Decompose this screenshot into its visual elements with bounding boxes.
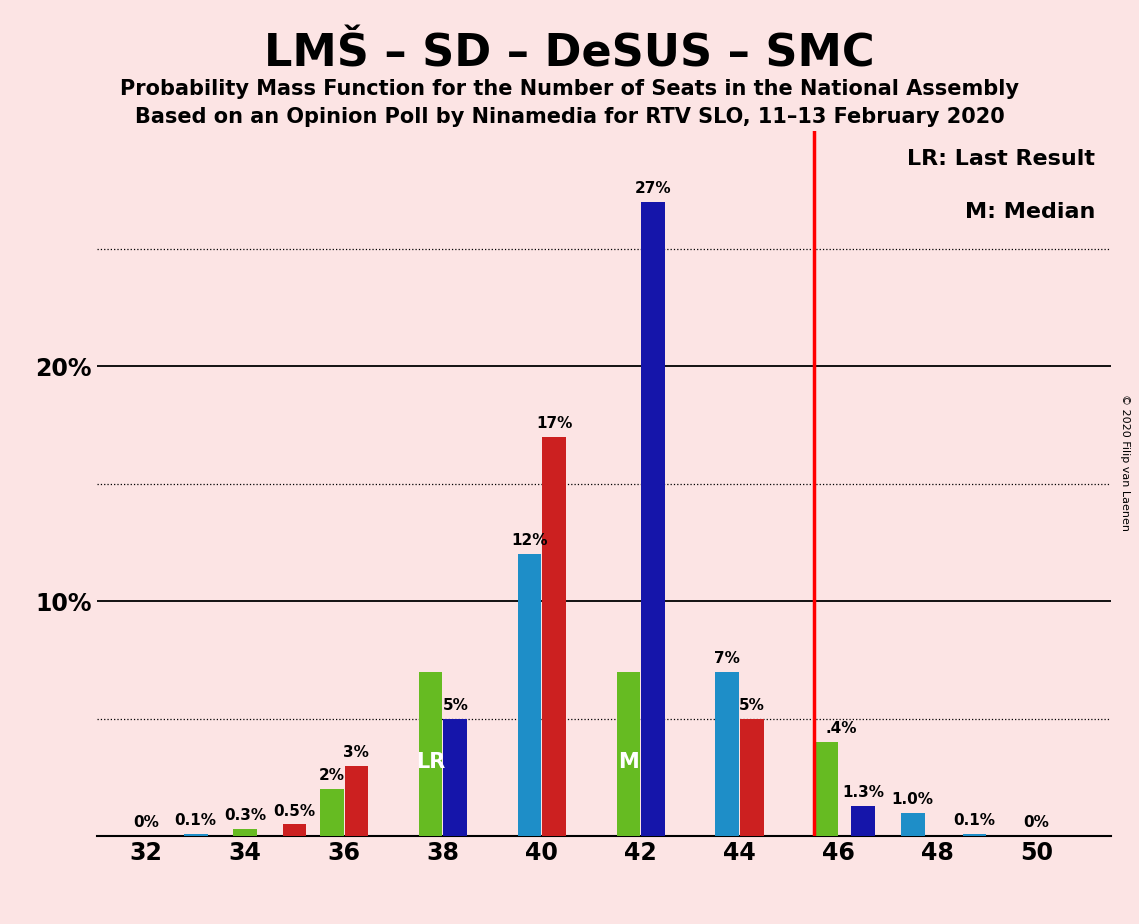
Text: 0.3%: 0.3%	[224, 808, 267, 823]
Text: 2%: 2%	[319, 769, 345, 784]
Text: 3%: 3%	[344, 745, 369, 760]
Bar	[616, 672, 640, 836]
Text: 0.1%: 0.1%	[174, 813, 216, 828]
Text: © 2020 Filip van Laenen: © 2020 Filip van Laenen	[1120, 394, 1130, 530]
Text: LR: LR	[416, 752, 445, 772]
Bar	[233, 829, 257, 836]
Bar	[852, 806, 875, 836]
Text: 17%: 17%	[536, 416, 573, 431]
Text: 0.5%: 0.5%	[273, 804, 316, 819]
Bar	[282, 824, 306, 836]
Text: M: Median: M: Median	[965, 201, 1096, 222]
Bar	[740, 719, 764, 836]
Bar	[715, 672, 739, 836]
Text: 27%: 27%	[634, 181, 671, 196]
Bar	[320, 789, 344, 836]
Text: 1.3%: 1.3%	[842, 784, 884, 800]
Text: Probability Mass Function for the Number of Seats in the National Assembly: Probability Mass Function for the Number…	[120, 79, 1019, 99]
Bar	[183, 833, 207, 836]
Text: 5%: 5%	[739, 698, 765, 712]
Text: LR: Last Result: LR: Last Result	[908, 149, 1096, 169]
Text: .4%: .4%	[826, 722, 857, 736]
Text: M: M	[618, 752, 639, 772]
Bar	[345, 766, 368, 836]
Bar	[443, 719, 467, 836]
Text: 7%: 7%	[714, 650, 740, 666]
Text: Based on an Opinion Poll by Ninamedia for RTV SLO, 11–13 February 2020: Based on an Opinion Poll by Ninamedia fo…	[134, 107, 1005, 128]
Text: 5%: 5%	[442, 698, 468, 712]
Text: 0%: 0%	[133, 815, 159, 831]
Bar	[901, 813, 925, 836]
Text: 12%: 12%	[511, 533, 548, 548]
Text: LMŠ – SD – DeSUS – SMC: LMŠ – SD – DeSUS – SMC	[264, 32, 875, 76]
Bar	[641, 201, 665, 836]
Bar	[517, 554, 541, 836]
Bar	[542, 437, 566, 836]
Bar	[814, 742, 838, 836]
Text: 1.0%: 1.0%	[892, 792, 934, 807]
Bar	[419, 672, 442, 836]
Bar	[962, 833, 986, 836]
Text: 0.1%: 0.1%	[953, 813, 995, 828]
Text: 0%: 0%	[1024, 815, 1049, 831]
